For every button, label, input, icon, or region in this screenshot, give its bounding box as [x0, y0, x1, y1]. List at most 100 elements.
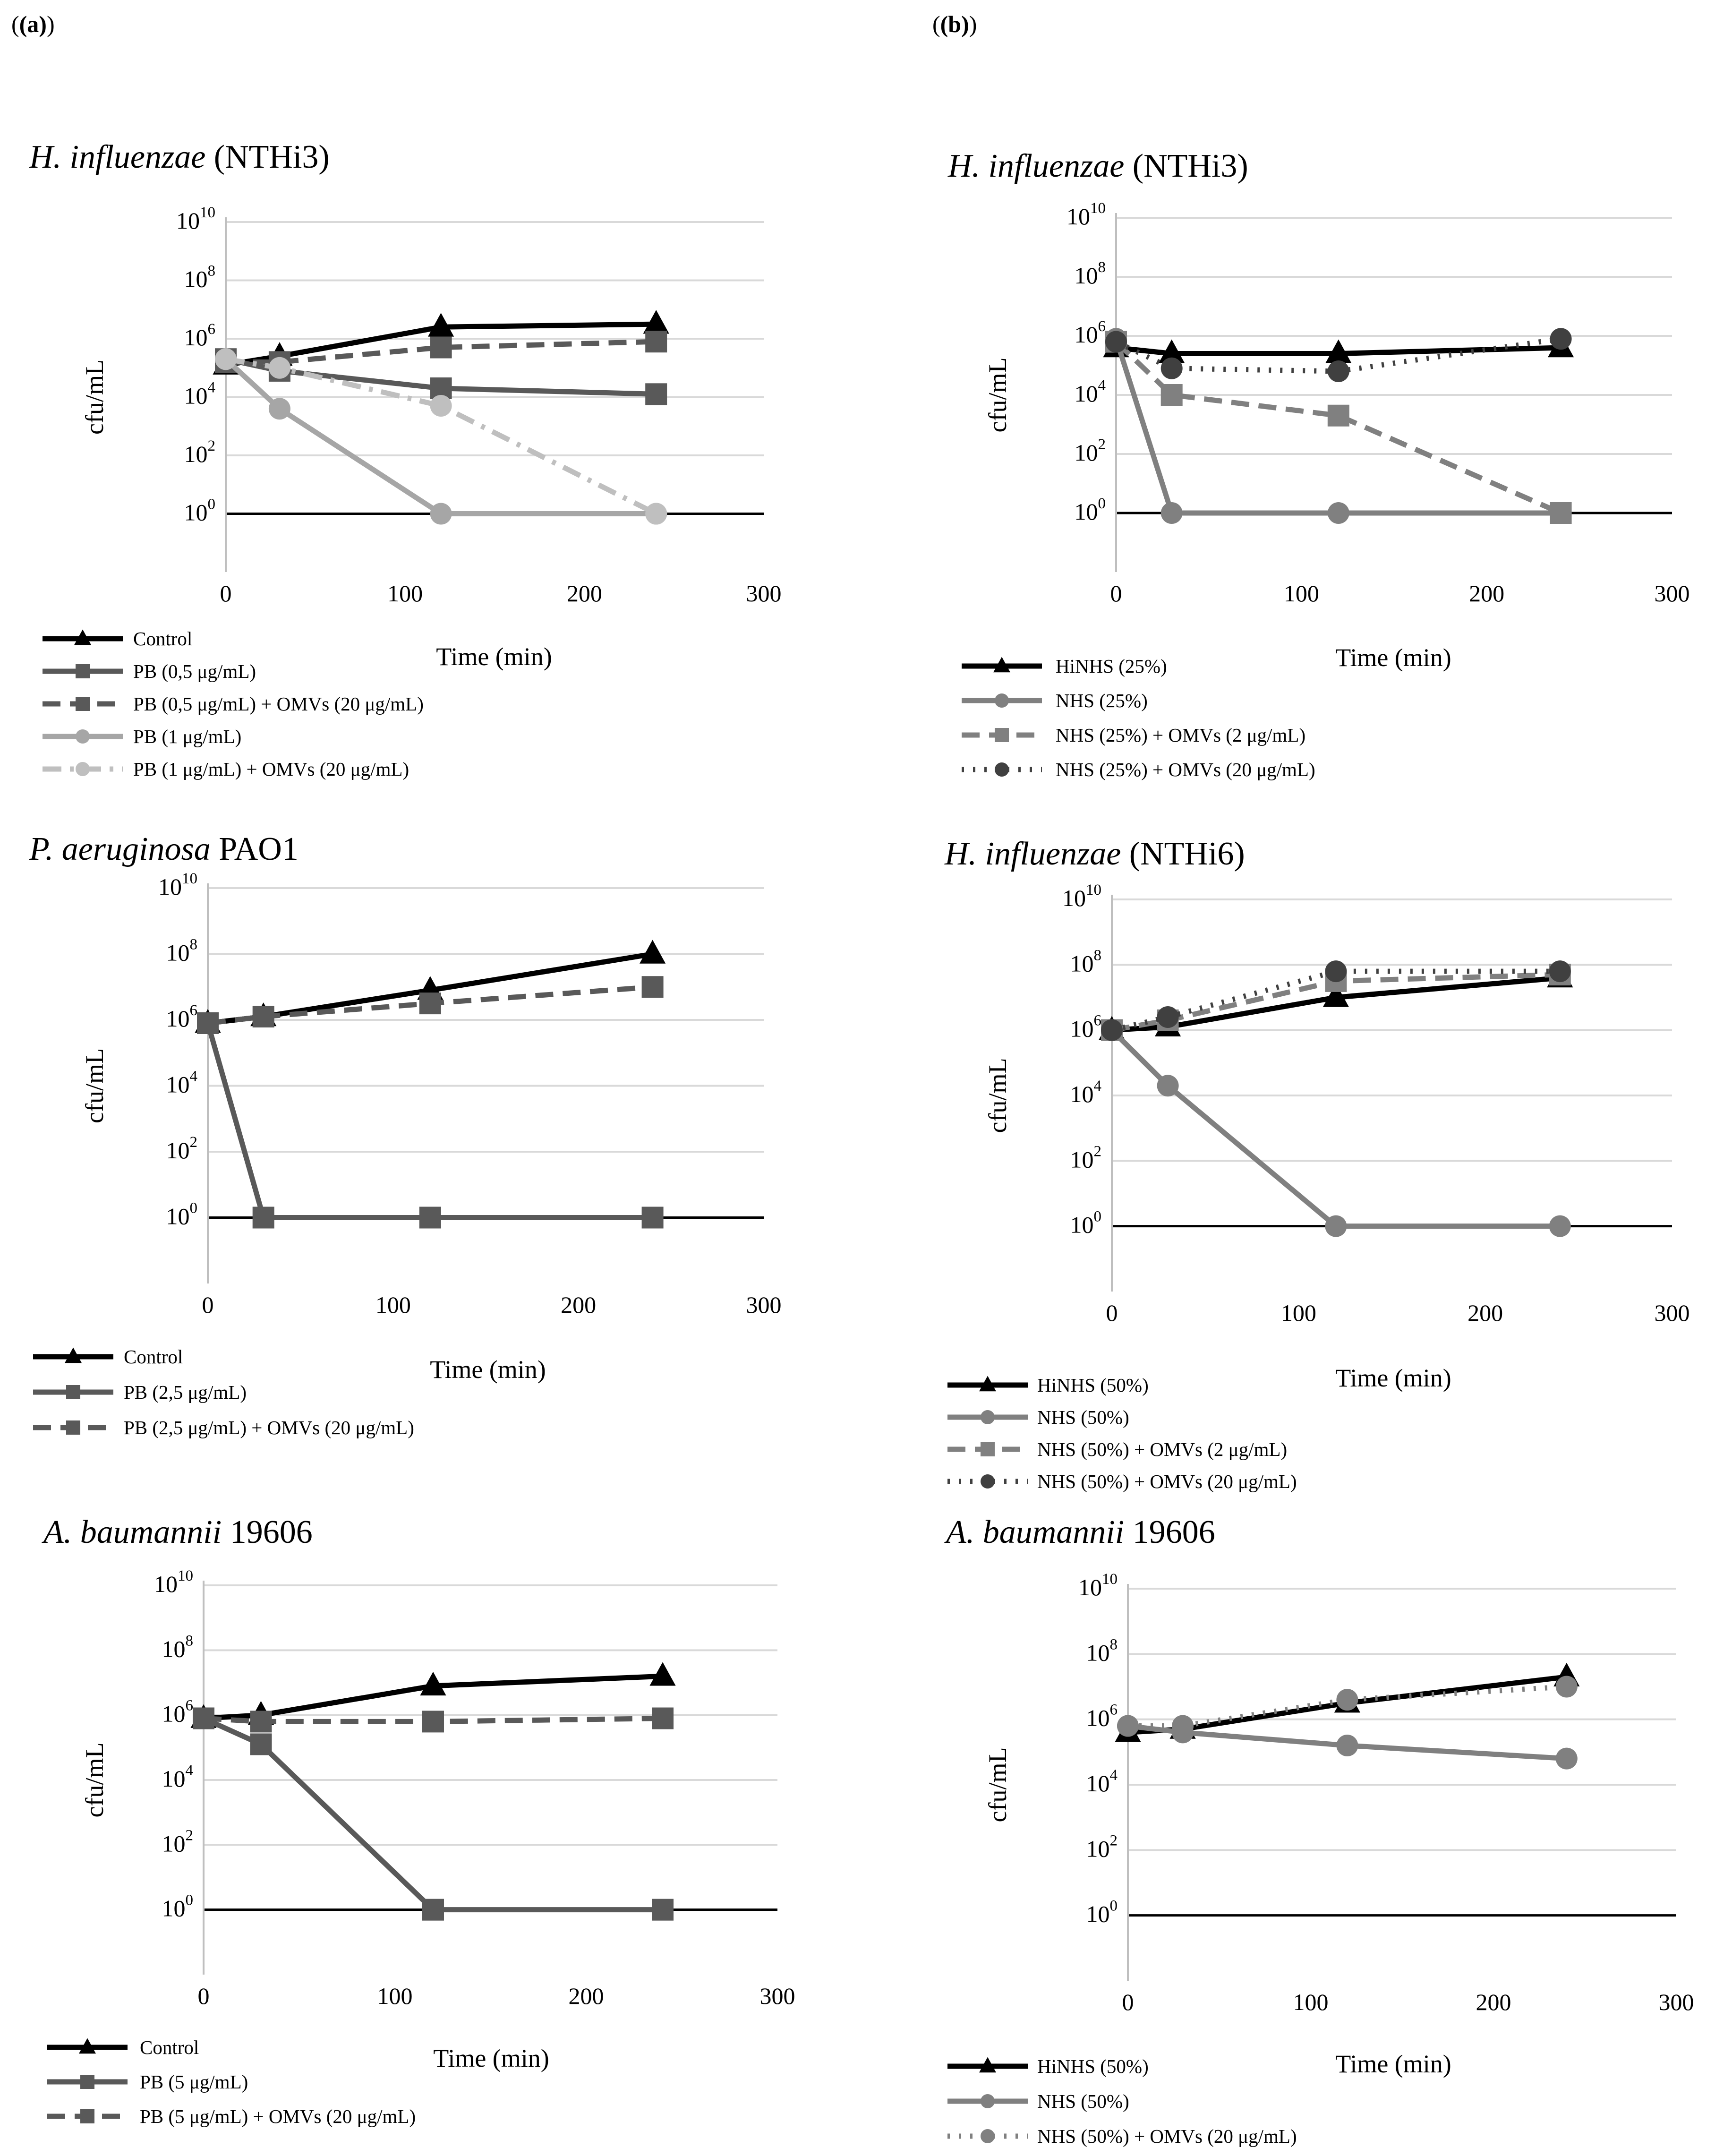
series-line — [225, 356, 657, 516]
y-tick-label: 102 — [1070, 1143, 1102, 1172]
chart-title: A. baumannii 19606 — [42, 1514, 313, 1550]
y-tick-label: 108 — [1075, 259, 1106, 289]
data-point — [430, 395, 452, 417]
data-point — [1105, 331, 1127, 353]
legend-marker — [80, 2075, 94, 2089]
data-point — [1160, 384, 1183, 406]
x-axis-label: Time (min) — [430, 1355, 546, 1384]
chart-title-strain: (NTHi3) — [1124, 148, 1248, 184]
x-tick-label: 300 — [1655, 1300, 1690, 1326]
data-point — [1159, 339, 1185, 363]
chart-b2: H. influenzae (NTHi6) 100 102 104 106 108 1010… — [944, 836, 1690, 1492]
legend-label: PB (0,5 μg/mL) + OMVs (20 μg/mL) — [133, 693, 424, 715]
series-line — [1111, 975, 1561, 1033]
data-point — [419, 1206, 441, 1229]
data-point — [645, 383, 667, 405]
y-tick-label: 102 — [1075, 436, 1106, 466]
legend-marker — [76, 697, 90, 711]
panel-label-a: ((a)) — [11, 11, 55, 37]
series-line — [1110, 1028, 1560, 1229]
charts-container: H. influenzae (NTHi3) 100 102 104 106 108 1010… — [29, 139, 1694, 2147]
y-tick-label: 102 — [162, 1827, 194, 1857]
chart-title: A. baumannii 19606 — [944, 1514, 1215, 1550]
series-line — [205, 1022, 653, 1220]
chart-a1: H. influenzae (NTHi3) 100 102 104 106 108 1010… — [29, 139, 782, 780]
chart-title-strain: PAO1 — [211, 831, 299, 867]
legend-marker — [65, 1347, 82, 1363]
data-point — [1555, 1676, 1578, 1698]
data-point — [641, 1206, 664, 1229]
legend-marker — [76, 664, 90, 678]
data-point — [422, 1899, 444, 1921]
x-tick-label: 300 — [746, 1292, 782, 1318]
legend-label: NHS (50%) + OMVs (20 μg/mL) — [1037, 1471, 1297, 1492]
x-tick-label: 300 — [1655, 580, 1690, 607]
y-tick-label: 100 — [1070, 1208, 1102, 1238]
data-point — [1325, 1215, 1347, 1237]
data-point — [1160, 502, 1183, 524]
x-tick-label: 300 — [746, 580, 782, 607]
series-line — [202, 1716, 663, 1913]
data-point — [250, 1711, 272, 1733]
data-point — [645, 331, 667, 353]
y-tick-label: 106 — [184, 321, 216, 351]
x-tick-label: 100 — [387, 580, 423, 607]
data-point — [250, 1733, 272, 1755]
data-point — [643, 310, 669, 334]
data-point — [1327, 360, 1349, 382]
legend-marker — [981, 1410, 995, 1424]
legend: HiNHS (50%) NHS (50%) NHS (50%) + OMVs (2 … — [947, 1374, 1297, 1492]
y-tick-label: 102 — [166, 1134, 198, 1164]
y-tick-label: 102 — [1086, 1832, 1118, 1862]
series-line — [224, 357, 657, 516]
x-axis-label: Time (min) — [1335, 1364, 1451, 1392]
chart-title-species: A. baumannii — [42, 1514, 222, 1550]
data-point — [252, 1006, 274, 1028]
data-point — [640, 940, 666, 964]
x-tick-label: 200 — [569, 1983, 604, 2009]
legend: Control PB (2,5 μg/mL) PB (2,5 μg/mL) + OM… — [33, 1346, 414, 1438]
y-tick-label: 100 — [184, 496, 216, 526]
data-point — [430, 336, 452, 359]
data-point — [1549, 960, 1571, 983]
y-tick-label: 104 — [1086, 1767, 1118, 1797]
chart-title: H. influenzae (NTHi6) — [944, 836, 1245, 872]
series-line — [225, 321, 657, 368]
y-tick-label: 100 — [166, 1200, 198, 1230]
chart-title-species: P. aeruginosa — [29, 831, 211, 867]
series-3 — [197, 976, 664, 1034]
chart-title: H. influenzae (NTHi3) — [947, 148, 1248, 184]
x-tick-label: 0 — [1122, 1989, 1134, 2015]
data-point — [420, 1671, 446, 1696]
legend-label: NHS (50%) + OMVs (20 μg/mL) — [1037, 2125, 1297, 2147]
series-line — [203, 1673, 663, 1721]
x-tick-label: 0 — [198, 1983, 210, 2009]
y-axis-label: cfu/mL — [983, 1058, 1012, 1133]
series-line — [1114, 340, 1562, 516]
chart-title-species: H. influenzae — [944, 836, 1121, 872]
y-tick-label: 1010 — [1062, 881, 1101, 911]
series-line — [1113, 338, 1561, 516]
chart-title-strain: 19606 — [1124, 1514, 1215, 1550]
y-tick-label: 1010 — [154, 1567, 193, 1597]
legend-label: HiNHS (50%) — [1037, 2055, 1149, 2077]
legend-marker — [981, 1474, 995, 1489]
data-point — [652, 1899, 674, 1921]
y-tick-label: 108 — [1086, 1636, 1118, 1666]
x-tick-label: 100 — [1284, 580, 1319, 607]
panel-label-b: ((b)) — [932, 11, 977, 37]
series-line — [207, 984, 653, 1026]
data-point — [268, 357, 290, 379]
data-point — [1325, 339, 1352, 363]
legend-marker — [981, 1442, 995, 1456]
legend-label: Control — [124, 1346, 183, 1368]
y-tick-label: 1010 — [1067, 200, 1106, 230]
legend-marker — [979, 1376, 996, 1392]
y-axis-label: cfu/mL — [983, 358, 1012, 433]
y-tick-label: 1010 — [1078, 1571, 1118, 1600]
data-point — [1157, 1075, 1179, 1097]
data-point — [193, 1707, 214, 1729]
x-tick-label: 100 — [1293, 1989, 1329, 2015]
legend-label: NHS (50%) — [1037, 1406, 1129, 1428]
